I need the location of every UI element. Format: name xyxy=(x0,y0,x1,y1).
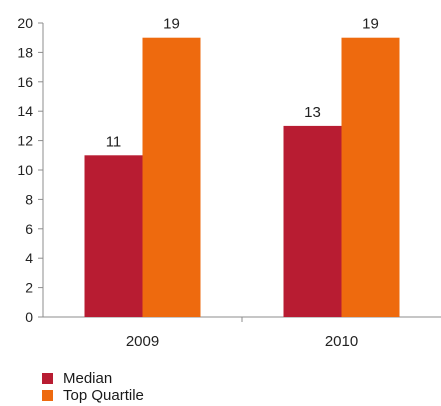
bar-chart: 0 2 4 6 8 10 12 14 16 18 20 2009 2010 11 19 13 19 xyxy=(17,15,441,350)
y-tick-label: 16 xyxy=(17,74,33,90)
y-tick-label: 10 xyxy=(17,162,33,178)
bar-median-2009 xyxy=(84,155,143,317)
y-tick-label: 18 xyxy=(17,44,33,60)
data-label-top-quartile-2009: 19 xyxy=(163,16,180,33)
y-tick-label: 14 xyxy=(17,103,33,119)
legend: Median Top Quartile xyxy=(42,370,144,404)
y-tick-label: 4 xyxy=(25,250,33,266)
x-tick-label-2010: 2010 xyxy=(325,333,358,350)
data-label-top-quartile-2010: 19 xyxy=(362,16,379,33)
legend-item-median: Median xyxy=(42,370,144,387)
y-tick-label: 0 xyxy=(25,309,33,325)
legend-swatch-top-quartile xyxy=(42,390,53,401)
bar-median-2010 xyxy=(283,125,342,318)
data-label-median-2010: 13 xyxy=(304,104,321,121)
x-tick-label-2009: 2009 xyxy=(126,333,159,350)
y-tick-label: 8 xyxy=(25,191,33,207)
bar-top-quartile-2009 xyxy=(142,37,201,317)
legend-swatch-median xyxy=(42,373,53,384)
y-tick-label: 2 xyxy=(25,280,33,296)
y-tick-label: 6 xyxy=(25,221,33,237)
y-axis: 0 2 4 6 8 10 12 14 16 18 20 xyxy=(17,15,44,325)
data-labels: 11 19 13 19 xyxy=(106,16,379,151)
data-label-median-2009: 11 xyxy=(106,133,122,150)
bars xyxy=(84,37,400,318)
legend-item-top-quartile: Top Quartile xyxy=(42,387,144,404)
y-tick-label: 20 xyxy=(17,15,33,31)
legend-label-top-quartile: Top Quartile xyxy=(63,387,144,404)
y-tick-label: 12 xyxy=(17,133,33,149)
x-axis: 2009 2010 xyxy=(43,316,441,350)
bar-top-quartile-2010 xyxy=(341,37,400,317)
legend-label-median: Median xyxy=(63,370,113,387)
